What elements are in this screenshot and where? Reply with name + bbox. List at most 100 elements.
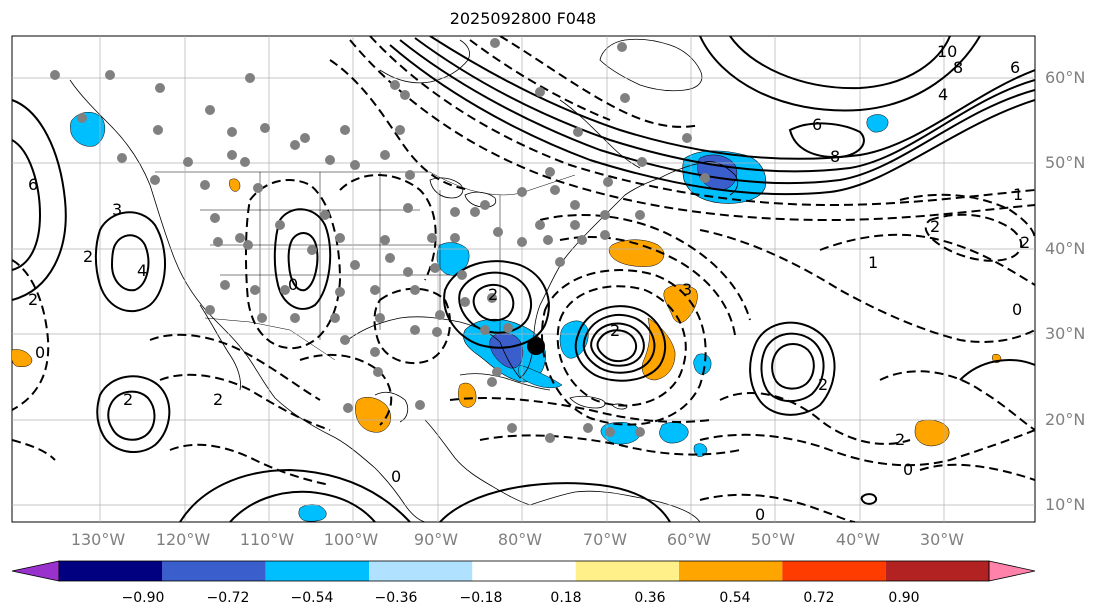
rockies-closed-2 <box>287 232 319 292</box>
pac-closed-2 <box>107 390 156 441</box>
longitude-label: 90°W <box>414 530 458 549</box>
contour-label: 2 <box>895 430 905 449</box>
hurr-dashed-2 <box>541 269 707 426</box>
dashed-contours <box>12 36 1035 522</box>
sw-dashed-3 <box>169 443 331 486</box>
colorbar-segment <box>369 561 473 581</box>
jet-band-2 <box>414 37 1035 173</box>
contour-label: 3 <box>112 200 122 219</box>
trough-ne-2 <box>349 39 1035 222</box>
contour-label: 2 <box>1020 233 1030 252</box>
contour-label-layer: 10 8 6 4 6 8 2 3 2 0 2 4 6 3 2 0 2 1 0 2… <box>28 42 1030 524</box>
colorbar-tick-label: −0.90 <box>122 590 165 606</box>
contour-label: 0 <box>288 275 298 294</box>
jet-band-3 <box>429 36 1035 160</box>
storm-center-marker <box>527 337 545 355</box>
w-ridge-2 <box>12 139 42 271</box>
trough-ne-3 <box>499 36 701 128</box>
contour-label: 2 <box>930 217 940 236</box>
colorbar <box>11 560 1036 582</box>
w-closed-2 <box>110 234 150 292</box>
se-low-3 <box>472 283 515 322</box>
latitude-label: 40°N <box>1045 239 1085 258</box>
longitude-axis: 130°W 120°W 110°W 100°W 90°W 80°W 70°W 6… <box>71 530 964 549</box>
s-ridge-1 <box>179 468 411 522</box>
contour-label: 6 <box>1010 58 1020 77</box>
trough-ne-1 <box>369 36 1035 207</box>
small-closed-e <box>860 493 878 505</box>
contour-label: 1 <box>868 253 878 272</box>
shade-blue-small-1 <box>693 353 712 375</box>
longitude-label: 50°W <box>751 530 795 549</box>
colorbar-segment <box>162 561 266 581</box>
latitude-label: 30°N <box>1045 324 1085 343</box>
e-dashed-2 <box>919 463 1035 481</box>
atl-dashed-3 <box>699 229 1035 343</box>
contour-label: 2 <box>28 290 38 309</box>
shade-darkblue-florida <box>489 332 524 369</box>
map-frame <box>11 35 1036 523</box>
contour-label: 4 <box>137 261 147 280</box>
latitude-label: 50°N <box>1045 153 1085 172</box>
contour-label: 2 <box>488 285 498 304</box>
hurricane-closed-3 <box>590 322 645 367</box>
w-dashed-2 <box>12 439 56 461</box>
coast-hispaniola <box>569 395 606 409</box>
carib-dashed-2 <box>479 434 741 456</box>
colorbar-tick-label: −0.18 <box>460 590 503 606</box>
longitude-label: 130°W <box>71 530 126 549</box>
shade-orange-west <box>12 349 33 367</box>
colorbar-tick-label: −0.36 <box>375 590 418 606</box>
se-low-1 <box>443 260 550 349</box>
ne-ridge-1 <box>699 36 981 112</box>
w-dashed-1 <box>12 259 50 411</box>
e-dashed-1 <box>879 370 1035 431</box>
longitude-label: 80°W <box>498 530 542 549</box>
contour-label: 6 <box>28 175 38 194</box>
w-ridge-1 <box>12 99 67 301</box>
contour-label: 2 <box>83 247 93 266</box>
contour-label: 0 <box>755 505 765 524</box>
carib-dashed-3 <box>699 429 1035 467</box>
sw-dashed-2 <box>159 373 331 431</box>
jet-band-4 <box>389 44 1035 196</box>
jet-band-1 <box>399 39 1035 185</box>
latitude-label: 10°N <box>1045 495 1085 514</box>
latitude-label: 60°N <box>1045 68 1085 87</box>
trough-ne-4 <box>469 39 611 121</box>
longitude-label: 40°W <box>836 530 880 549</box>
colorbar-tick-label: −0.54 <box>291 590 334 606</box>
atl-dashed-4 <box>819 233 1035 286</box>
atl-closed-1 <box>749 321 836 416</box>
longitude-label: 60°W <box>667 530 711 549</box>
atl-dashed-2 <box>559 235 736 336</box>
contour-label: 0 <box>35 343 45 362</box>
shade-blue-atlantic-n <box>866 114 889 133</box>
se-low-2 <box>458 271 532 334</box>
colorbar-outline <box>58 560 990 582</box>
colorbar-segment <box>885 561 989 581</box>
contour-label: 2 <box>213 390 223 409</box>
s-ridge-2 <box>229 490 376 522</box>
contour-label: 8 <box>830 147 840 166</box>
longitude-label: 100°W <box>324 530 379 549</box>
sw-dashed-1 <box>149 333 321 401</box>
colorbar-ticks: −0.90 −0.72 −0.54 −0.36 −0.18 0.18 0.36 … <box>122 590 920 606</box>
coast-central-america <box>424 419 531 506</box>
coast-baja <box>199 304 241 391</box>
border-us-mexico <box>204 317 336 361</box>
hurricane-closed-4 <box>596 329 638 363</box>
longitude-label: 30°W <box>920 530 964 549</box>
solid-contours <box>12 36 1035 522</box>
map-content: 10 8 6 4 6 8 2 3 2 0 2 4 6 3 2 0 2 1 0 2… <box>12 36 1035 524</box>
coast-east-us <box>539 177 661 306</box>
coast-canada-east <box>659 161 739 196</box>
contour-label: 1 <box>1013 185 1023 204</box>
ne-ridge-2 <box>729 36 951 90</box>
trough-canada-1 <box>329 59 471 191</box>
hurricane-closed-1 <box>574 305 667 382</box>
contour-label: 2 <box>123 390 133 409</box>
latitude-label: 20°N <box>1045 410 1085 429</box>
latitude-axis: 60°N 50°N 40°N 30°N 20°N 10°N <box>1045 68 1085 514</box>
